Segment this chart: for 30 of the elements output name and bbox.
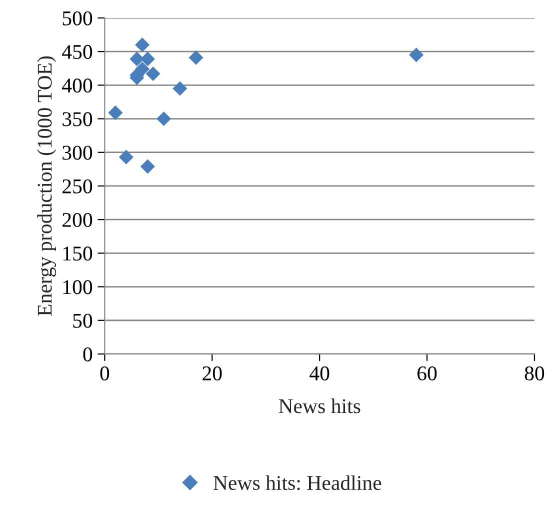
y-tick-label: 100	[63, 280, 92, 294]
legend-label: News hits: Headline	[214, 475, 382, 490]
x-tick-label: 0	[100, 366, 110, 380]
y-tick-label: 500	[62, 11, 92, 26]
x-tick-label: 20	[202, 366, 222, 380]
y-tick-label: 450	[62, 44, 92, 59]
y-tick-label: 400	[62, 78, 92, 93]
x-tick-label: 80	[524, 366, 544, 380]
y-tick-label: 250	[62, 179, 92, 194]
y-tick-label: 200	[62, 212, 92, 227]
point	[140, 159, 155, 174]
x-tick-label: 60	[418, 366, 437, 380]
y-tick-label: 300	[62, 146, 92, 160]
point	[130, 52, 144, 66]
y-tick-label: 50	[73, 314, 92, 328]
y-tick-label: 150	[63, 246, 92, 261]
point	[408, 48, 424, 62]
x-tick-label: 40	[310, 366, 330, 380]
point	[135, 38, 150, 52]
point	[108, 105, 123, 120]
point	[188, 50, 204, 65]
point	[118, 150, 134, 164]
x-axis-title: News hits	[278, 398, 360, 414]
point	[140, 52, 155, 66]
point	[156, 111, 172, 126]
y-axis-title: Energy production (1000 TOE)	[37, 56, 56, 316]
point	[172, 81, 188, 96]
y-tick-label: 0	[83, 347, 92, 362]
y-tick-label: 350	[62, 112, 92, 126]
point	[146, 66, 160, 82]
